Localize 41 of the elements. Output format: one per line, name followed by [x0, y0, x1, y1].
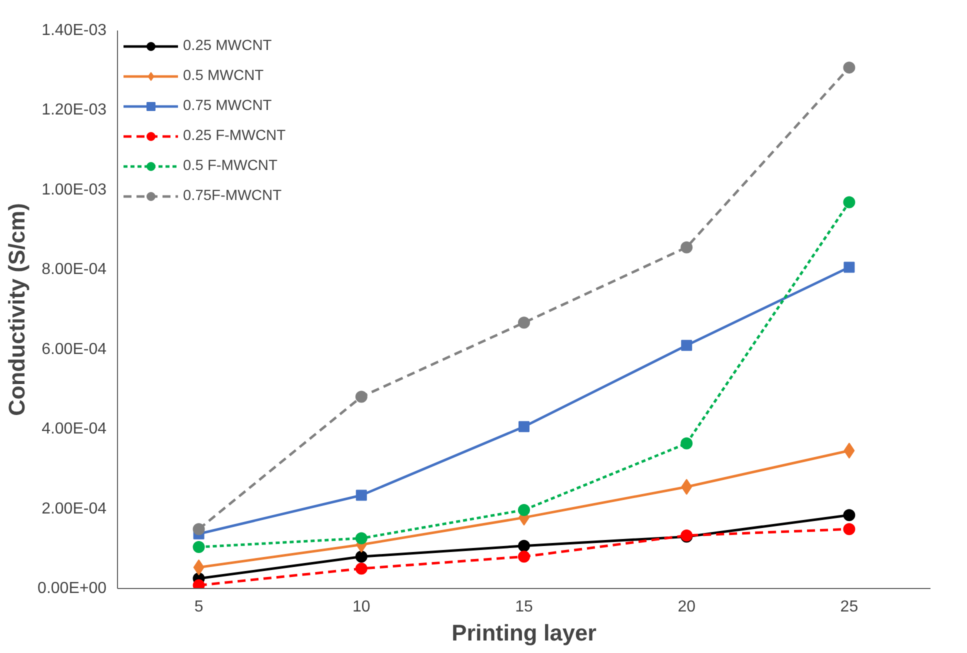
point — [843, 523, 856, 536]
point — [355, 532, 368, 544]
legend-label: 0.5 F-MWCNT — [183, 158, 278, 174]
point — [680, 241, 693, 254]
y-tick-label: 4.00E-04 — [42, 420, 107, 438]
legend-label: 0.75 MWCNT — [183, 98, 272, 114]
point — [843, 509, 856, 522]
legend-label: 0.75F-MWCNT — [183, 188, 282, 204]
y-tick-label: 1.40E-03 — [42, 22, 107, 39]
point — [681, 340, 692, 351]
point — [844, 262, 855, 273]
point — [355, 550, 368, 563]
y-tick-label: 6.00E-04 — [42, 340, 107, 358]
point — [192, 541, 205, 554]
point — [518, 550, 530, 563]
y-axis-title: Conductivity (S/cm) — [4, 203, 30, 416]
x-tick-label: 20 — [678, 598, 696, 616]
point — [518, 421, 530, 432]
point — [518, 504, 530, 516]
point — [843, 196, 856, 208]
y-tick-label: 1.20E-03 — [42, 102, 107, 119]
point — [355, 562, 368, 575]
x-tick-label: 10 — [352, 598, 370, 616]
point — [680, 437, 693, 450]
x-tick-label: 15 — [515, 598, 533, 616]
point — [192, 523, 205, 536]
y-tick-label: 8.00E-04 — [42, 261, 107, 278]
x-tick-label: 5 — [194, 598, 204, 616]
y-tick-label: 2.00E-04 — [42, 500, 107, 518]
legend-label: 0.5 MWCNT — [183, 68, 264, 84]
point — [518, 540, 530, 552]
y-tick-label: 1.00E-03 — [42, 181, 107, 198]
legend-label: 0.25 MWCNT — [183, 38, 272, 54]
y-tick-label: 0.00E+00 — [38, 580, 107, 597]
x-axis-title: Printing layer — [452, 620, 597, 646]
x-tick-label: 25 — [840, 598, 858, 616]
point — [355, 390, 368, 403]
point — [843, 62, 856, 74]
point — [356, 490, 367, 501]
legend-label: 0.25 F-MWCNT — [183, 128, 286, 144]
point — [518, 316, 530, 329]
